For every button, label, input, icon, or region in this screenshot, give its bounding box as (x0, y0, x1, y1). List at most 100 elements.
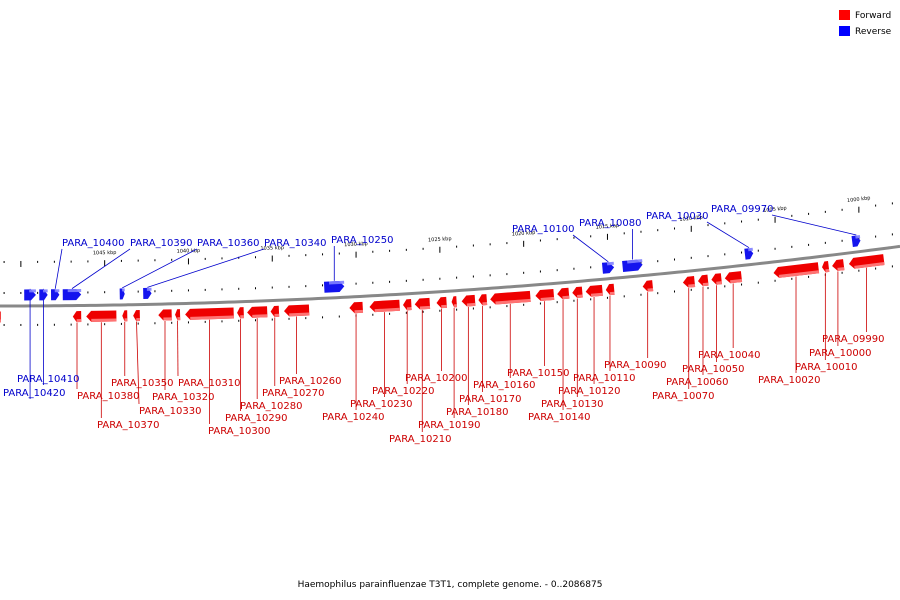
gene-para-10300[interactable] (185, 307, 234, 320)
gene-features (0, 235, 885, 323)
gene-label-para-10340[interactable]: PARA_10340 (264, 238, 326, 249)
gene-para-10280[interactable] (247, 306, 268, 318)
gene-para-10380[interactable] (72, 311, 82, 323)
gene-label-para-10360[interactable]: PARA_10360 (197, 238, 259, 249)
gene-para-10120[interactable] (585, 284, 603, 297)
gene-para-10130[interactable] (572, 286, 583, 299)
gene-label-para-10330[interactable]: PARA_10330 (139, 406, 201, 417)
gene-label-para-10290[interactable]: PARA_10290 (225, 413, 287, 424)
gene-label-para-10420[interactable]: PARA_10420 (3, 388, 65, 399)
gene-label-para-10230[interactable]: PARA_10230 (350, 399, 412, 410)
gene-label-para-10120[interactable]: PARA_10120 (558, 386, 620, 397)
gene-label-para-10240[interactable]: PARA_10240 (322, 412, 384, 423)
gene-label-para-10100[interactable]: PARA_10100 (512, 224, 574, 235)
gene-para-10360[interactable] (119, 288, 125, 300)
gene-label-para-10210[interactable]: PARA_10210 (389, 434, 451, 445)
genome-backbone (0, 244, 900, 308)
gene-para-10200[interactable] (436, 296, 447, 309)
gene-para-10210[interactable] (414, 297, 431, 310)
gene-para-10070[interactable] (682, 276, 696, 288)
gene-para-10030[interactable] (744, 247, 754, 260)
label-leader-line (147, 248, 265, 288)
gene-para-10290[interactable] (237, 307, 244, 319)
gene-para-10080[interactable] (622, 259, 643, 272)
gene-label-para-10130[interactable]: PARA_10130 (541, 399, 603, 410)
gene-label-para-10390[interactable]: PARA_10390 (130, 238, 192, 249)
gene-label-para-10310[interactable]: PARA_10310 (178, 378, 240, 389)
gene-label-para-10110[interactable]: PARA_10110 (573, 373, 635, 384)
gene-label-para-10170[interactable]: PARA_10170 (459, 394, 521, 405)
gene-label-para-10060[interactable]: PARA_10060 (666, 377, 728, 388)
gene-label-para-09990[interactable]: PARA_09990 (822, 334, 884, 345)
gene-label-para-10010[interactable]: PARA_10010 (795, 362, 857, 373)
gene-para-10400[interactable] (50, 289, 60, 301)
gene-para-10260[interactable] (284, 304, 310, 317)
gene-label-para-10250[interactable]: PARA_10250 (331, 235, 393, 246)
gene-label-para-10220[interactable]: PARA_10220 (372, 386, 434, 397)
gene-arrow-shade (240, 315, 244, 319)
legend-item-forward[interactable]: Forward (839, 10, 891, 21)
gene-para-10370[interactable] (86, 310, 117, 322)
gene-para-10000[interactable] (831, 259, 845, 271)
gene-label-para-10160[interactable]: PARA_10160 (473, 380, 535, 391)
gene-para-10240[interactable] (349, 301, 364, 314)
gene-para-10040[interactable] (724, 271, 743, 284)
gene-label-para-10040[interactable]: PARA_10040 (698, 350, 760, 361)
gene-label-para-10180[interactable]: PARA_10180 (446, 407, 508, 418)
gene-para-10320[interactable] (158, 309, 172, 321)
gene-para-10220[interactable] (402, 299, 412, 311)
gene-para-10060[interactable] (697, 274, 709, 287)
gene-label-para-10020[interactable]: PARA_10020 (758, 375, 820, 386)
gene-label-para-10140[interactable]: PARA_10140 (528, 412, 590, 423)
gene-para-10310[interactable] (175, 309, 181, 321)
gene-para-10410[interactable] (39, 289, 48, 301)
gene-para-10230[interactable] (369, 299, 400, 313)
gene-label-para-10070[interactable]: PARA_10070 (652, 391, 714, 402)
gene-label-para-10090[interactable]: PARA_10090 (604, 360, 666, 371)
gene-label-para-10410[interactable]: PARA_10410 (17, 374, 79, 385)
gene-para-10100[interactable] (601, 261, 615, 274)
gene-para-10020[interactable] (773, 262, 820, 278)
gene-para-10340[interactable] (143, 287, 152, 299)
gene-para-10350[interactable] (122, 310, 128, 322)
gene-label-para-10400[interactable]: PARA_10400 (62, 238, 124, 249)
gene-label-para-10320[interactable]: PARA_10320 (152, 392, 214, 403)
gene-arrow-body (601, 262, 615, 274)
gene-para-10010[interactable] (821, 261, 830, 273)
gene-para-10330[interactable] (133, 310, 140, 322)
gene-label-para-09970[interactable]: PARA_09970 (711, 204, 773, 215)
gene-para-10170[interactable] (478, 294, 488, 306)
gene-para-10090[interactable] (642, 280, 654, 292)
gene-para-10390[interactable] (62, 289, 82, 301)
gene-label-para-10000[interactable]: PARA_10000 (809, 348, 871, 359)
gene-para-10270[interactable] (270, 305, 280, 317)
gene-para-10110[interactable] (605, 283, 615, 296)
gene-label-para-10270[interactable]: PARA_10270 (262, 388, 324, 399)
gene-para-10140[interactable] (557, 287, 570, 300)
gene-label-para-10030[interactable]: PARA_10030 (646, 211, 708, 222)
gene-para-09970[interactable] (851, 235, 862, 248)
gene-para-09990[interactable] (848, 254, 885, 269)
gene-label-para-10280[interactable]: PARA_10280 (240, 401, 302, 412)
gene-para-10180[interactable] (461, 294, 476, 307)
gene-label-para-10260[interactable]: PARA_10260 (279, 376, 341, 387)
gene-arrow-shade (825, 268, 830, 273)
legend-item-reverse[interactable]: Reverse (839, 26, 892, 37)
gene-para-10430[interactable] (0, 311, 1, 323)
gene-para-10160[interactable] (490, 290, 531, 305)
gene-label-para-10150[interactable]: PARA_10150 (507, 368, 569, 379)
gene-para-10420[interactable] (24, 289, 36, 301)
gene-para-10150[interactable] (535, 288, 555, 301)
gene-label-para-10370[interactable]: PARA_10370 (97, 420, 159, 431)
gene-arrow-shade (606, 261, 614, 266)
gene-para-10050[interactable] (711, 273, 722, 285)
gene-label-para-10380[interactable]: PARA_10380 (77, 391, 139, 402)
gene-para-10190[interactable] (451, 296, 457, 308)
gene-label-para-10300[interactable]: PARA_10300 (208, 426, 270, 437)
gene-label-para-10190[interactable]: PARA_10190 (418, 420, 480, 431)
gene-para-10250[interactable] (323, 280, 345, 293)
gene-label-para-10050[interactable]: PARA_10050 (682, 364, 744, 375)
gene-label-para-10350[interactable]: PARA_10350 (111, 378, 173, 389)
gene-label-para-10080[interactable]: PARA_10080 (579, 218, 641, 229)
gene-label-para-10200[interactable]: PARA_10200 (405, 373, 467, 384)
